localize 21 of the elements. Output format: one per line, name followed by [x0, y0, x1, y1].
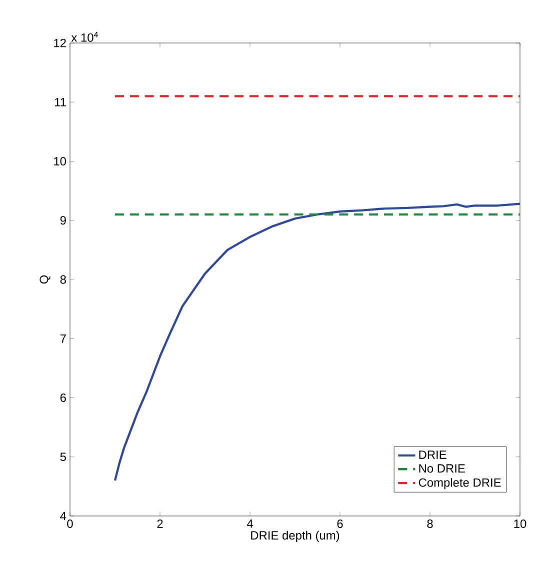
y-tick-label: 6	[60, 394, 66, 402]
y-tick-label: 9	[60, 216, 66, 225]
y-tick-label: 7	[60, 334, 66, 343]
y-tick-label: 12	[54, 38, 66, 48]
legend-label: No DRIE	[419, 464, 465, 473]
x-tick-label: 2	[157, 520, 163, 528]
y-tick-label: 4	[60, 512, 66, 520]
legend-label: DRIE	[419, 450, 446, 459]
text: x 10$^{4}$	[71, 32, 98, 42]
x-tick-label: 6	[337, 520, 343, 528]
x-tick-label: 0	[67, 520, 73, 528]
y-axis-title: Q	[40, 275, 50, 284]
legend-label: Complete DRIE	[418, 478, 501, 490]
y-tick-label: 5	[60, 452, 66, 462]
x-tick-label: 10	[514, 520, 526, 528]
x-axis-title: DRIE depth (um)	[251, 530, 340, 542]
x-tick-label: 8	[427, 520, 433, 528]
y-tick-label: 8	[60, 275, 66, 284]
y-tick-label: 10	[54, 157, 66, 166]
x-tick-label: 4	[246, 520, 253, 528]
y-tick-label: 11	[54, 98, 66, 106]
